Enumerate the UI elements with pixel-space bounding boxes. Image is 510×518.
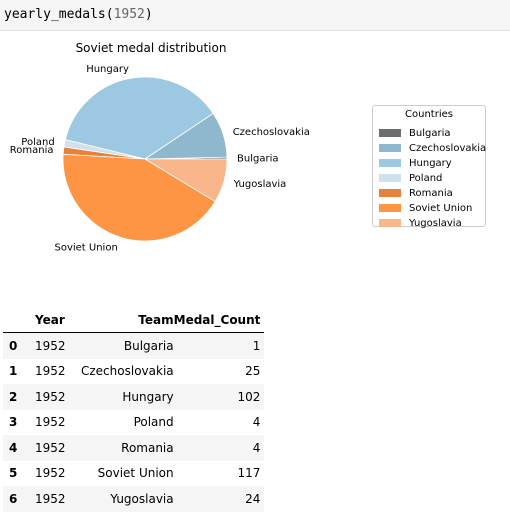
code-argument: 1952 bbox=[113, 7, 145, 22]
code-line: yearly_medals(1952) bbox=[4, 7, 153, 22]
table-row: 4 1952 Romania 4 bbox=[3, 435, 265, 461]
pie-label-bulgaria: Bulgaria bbox=[237, 154, 278, 165]
row-year: 1952 bbox=[35, 338, 66, 353]
row-year: 1952 bbox=[35, 440, 66, 455]
row-index: 5 bbox=[9, 466, 18, 481]
pie-slices bbox=[62, 76, 228, 242]
chart-title: Soviet medal distribution bbox=[76, 41, 227, 55]
legend-label: Czechoslovakia bbox=[409, 142, 487, 154]
row-medal-count: 4 bbox=[252, 440, 261, 455]
legend-swatch bbox=[379, 144, 401, 152]
row-index: 1 bbox=[9, 364, 18, 379]
row-team: Romania bbox=[121, 440, 174, 455]
row-medal-count: 25 bbox=[245, 364, 261, 379]
pie-labels: Bulgaria Czechoslovakia Hungary PolandRoman… bbox=[10, 64, 310, 253]
row-team: Hungary bbox=[122, 389, 174, 404]
row-medal-count: 24 bbox=[245, 491, 261, 506]
row-year: 1952 bbox=[35, 491, 66, 506]
table-header-team: Team bbox=[138, 313, 174, 327]
legend-swatch bbox=[379, 219, 401, 227]
row-medal-count: 1 bbox=[252, 338, 261, 353]
row-year: 1952 bbox=[35, 466, 66, 481]
table-row: 2 1952 Hungary 102 bbox=[3, 384, 265, 410]
legend-item: Bulgaria bbox=[379, 127, 450, 139]
pie-label-czechoslovakia: Czechoslovakia bbox=[233, 127, 310, 138]
table-row: 6 1952 Yugoslavia 24 bbox=[3, 486, 265, 512]
row-year: 1952 bbox=[35, 364, 66, 379]
legend-label: Romania bbox=[409, 187, 453, 199]
legend-item: Czechoslovakia bbox=[379, 142, 486, 154]
code-input-cell[interactable]: yearly_medals(1952) bbox=[0, 0, 510, 31]
table-header-medal-count: Medal_Count bbox=[173, 313, 261, 327]
row-team: Soviet Union bbox=[97, 466, 174, 481]
pie-label-romania: Romania bbox=[10, 145, 54, 156]
row-medal-count: 117 bbox=[237, 466, 261, 481]
legend-label: Soviet Union bbox=[409, 202, 473, 214]
pie-label-soviet-union: Soviet Union bbox=[54, 242, 117, 253]
table-row: 3 1952 Poland 4 bbox=[3, 410, 264, 436]
legend-swatch bbox=[379, 129, 401, 137]
row-team: Czechoslovakia bbox=[81, 364, 174, 379]
pie-label-hungary: Hungary bbox=[86, 64, 129, 75]
medal-table: Year Team Medal_Count 0 1952 Bulgaria 1 … bbox=[3, 308, 265, 512]
code-close-paren: ) bbox=[144, 7, 153, 22]
pie-label-yugoslavia: Yugoslavia bbox=[233, 179, 287, 190]
table-row: 5 1952 Soviet Union 117 bbox=[3, 461, 264, 487]
row-medal-count: 102 bbox=[237, 389, 261, 404]
legend-swatch bbox=[379, 189, 401, 197]
code-open-paren: ( bbox=[105, 7, 114, 22]
row-medal-count: 4 bbox=[252, 415, 261, 430]
table-header-row: Year Team Medal_Count bbox=[3, 308, 265, 333]
row-index: 4 bbox=[9, 440, 18, 455]
row-team: Yugoslavia bbox=[110, 491, 174, 506]
row-team: Bulgaria bbox=[123, 338, 174, 353]
row-index: 2 bbox=[9, 389, 18, 404]
legend-label: Hungary bbox=[409, 157, 452, 169]
table-row: 0 1952 Bulgaria 1 bbox=[3, 332, 265, 359]
legend-label: Yugoslavia bbox=[409, 217, 462, 229]
legend-swatch bbox=[379, 204, 401, 212]
chart-legend: Countries Bulgaria Czechoslovakia Hungary P… bbox=[372, 105, 486, 229]
pie-slice-yugoslavia bbox=[143, 158, 228, 203]
legend-swatch bbox=[379, 174, 401, 182]
row-index: 0 bbox=[9, 338, 18, 353]
table-row: 1 1952 Czechoslovakia 25 bbox=[3, 359, 264, 385]
table-header-year: Year bbox=[35, 313, 65, 327]
legend-item: Hungary bbox=[379, 157, 452, 169]
row-team: Poland bbox=[133, 415, 174, 430]
row-index: 3 bbox=[9, 415, 18, 430]
legend-item: Soviet Union bbox=[379, 202, 472, 214]
row-year: 1952 bbox=[35, 415, 66, 430]
legend-label: Bulgaria bbox=[409, 127, 451, 139]
legend-swatch bbox=[379, 159, 401, 167]
legend-item: Poland bbox=[379, 172, 442, 184]
pie-slice-soviet-union bbox=[62, 153, 216, 242]
pie-slice-hungary bbox=[64, 76, 214, 160]
legend-label: Poland bbox=[409, 172, 443, 184]
table-header-index bbox=[3, 308, 31, 333]
legend-item: Romania bbox=[379, 187, 453, 199]
row-index: 6 bbox=[9, 491, 18, 506]
code-function-name: yearly_medals bbox=[4, 7, 106, 22]
legend-item: Yugoslavia bbox=[379, 217, 462, 229]
row-year: 1952 bbox=[35, 389, 66, 404]
pie-label-poland: Poland bbox=[21, 137, 54, 148]
pie-chart-figure: Soviet medal distribution Bulgaria Czecho… bbox=[10, 41, 310, 253]
legend-title: Countries bbox=[405, 109, 453, 120]
